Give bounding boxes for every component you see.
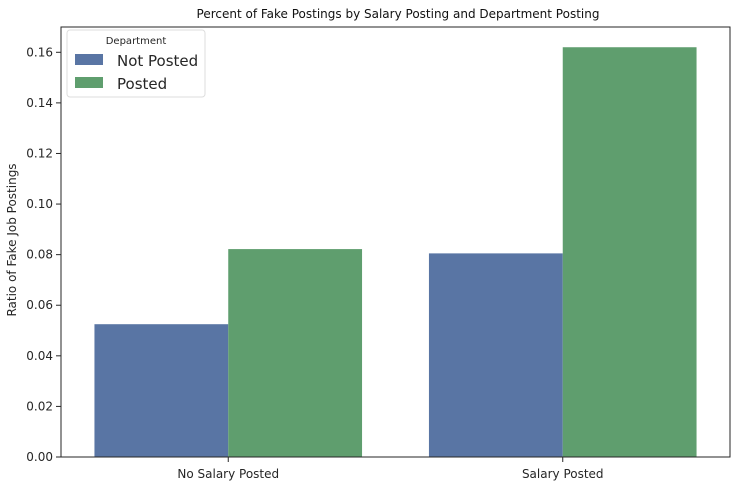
legend-title: Department <box>106 36 167 47</box>
bar-salary-posted-posted <box>562 47 697 458</box>
legend: Department Not Posted Posted <box>66 29 206 98</box>
y-tick-label: 0.06 <box>26 298 53 312</box>
y-tick-label: 0.00 <box>26 450 53 464</box>
bars-layer <box>94 47 697 458</box>
bar-no-salary-posted-posted <box>228 249 363 457</box>
y-tick-label: 0.08 <box>26 248 53 262</box>
legend-label-posted: Posted <box>117 75 167 93</box>
legend-label-not-posted: Not Posted <box>117 52 198 70</box>
bar-salary-posted-not-posted <box>428 253 563 457</box>
y-tick-label: 0.16 <box>26 45 53 59</box>
y-tick-label: 0.14 <box>26 96 53 110</box>
plot-frame <box>60 26 731 458</box>
y-tick-label: 0.10 <box>26 197 53 211</box>
legend-swatch-posted <box>75 77 103 88</box>
x-tick-label-salary-posted: Salary Posted <box>522 467 604 481</box>
chart-title: Percent of Fake Postings by Salary Posti… <box>197 7 600 21</box>
axes-layer: 0.00 0.02 0.04 0.06 0.08 0.10 0.12 0.14 0.16 No S… <box>26 26 731 481</box>
y-axis-title: Ratio of Fake Job Postings <box>5 163 19 316</box>
y-tick-label: 0.04 <box>26 349 53 363</box>
legend-swatch-not-posted <box>75 54 103 65</box>
bar-no-salary-posted-not-posted <box>94 324 229 457</box>
x-tick-label-no-salary-posted: No Salary Posted <box>177 467 279 481</box>
y-tick-label: 0.02 <box>26 399 53 413</box>
y-tick-label: 0.12 <box>26 146 53 160</box>
